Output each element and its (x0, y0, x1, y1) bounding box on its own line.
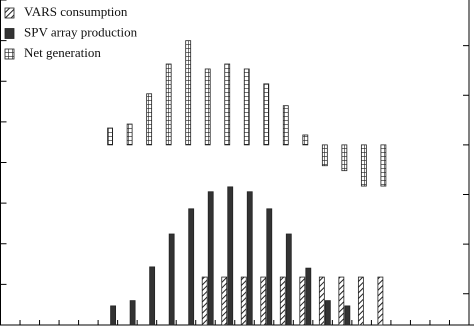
bar (321, 144, 328, 167)
bar (299, 276, 306, 326)
bar (107, 127, 114, 146)
bar (279, 276, 286, 326)
bar (285, 233, 292, 326)
bar (266, 208, 273, 326)
bar (324, 300, 331, 326)
bar (240, 276, 247, 326)
bar (360, 144, 367, 187)
bar (168, 233, 175, 326)
bar (246, 191, 253, 326)
bar (318, 276, 325, 326)
bar (344, 305, 351, 326)
bar (126, 123, 133, 146)
bar (377, 276, 384, 326)
bar (305, 267, 312, 326)
bar (243, 68, 250, 146)
bar (204, 68, 211, 146)
bar (207, 191, 214, 326)
bar (149, 266, 156, 326)
bar (129, 300, 136, 326)
bar (165, 63, 172, 146)
bar (185, 40, 192, 146)
bar (302, 134, 309, 146)
bar (380, 144, 387, 187)
bar (260, 276, 267, 326)
bar (201, 276, 208, 326)
bar (110, 305, 117, 326)
legend-label: Net generation (24, 45, 101, 60)
bar (338, 276, 345, 326)
bar (221, 276, 228, 326)
legend-swatch (4, 28, 15, 39)
bar (282, 105, 289, 146)
legend-swatch (4, 48, 15, 60)
bar (146, 93, 153, 146)
legend-label: VARS consumption (24, 4, 128, 19)
bar (227, 186, 234, 326)
bar (357, 276, 364, 326)
bar (188, 208, 195, 326)
bar (224, 63, 231, 146)
bar (263, 83, 270, 146)
legend-label: SPV array production (24, 24, 138, 39)
legend-swatch (4, 7, 15, 19)
bar (341, 144, 348, 172)
